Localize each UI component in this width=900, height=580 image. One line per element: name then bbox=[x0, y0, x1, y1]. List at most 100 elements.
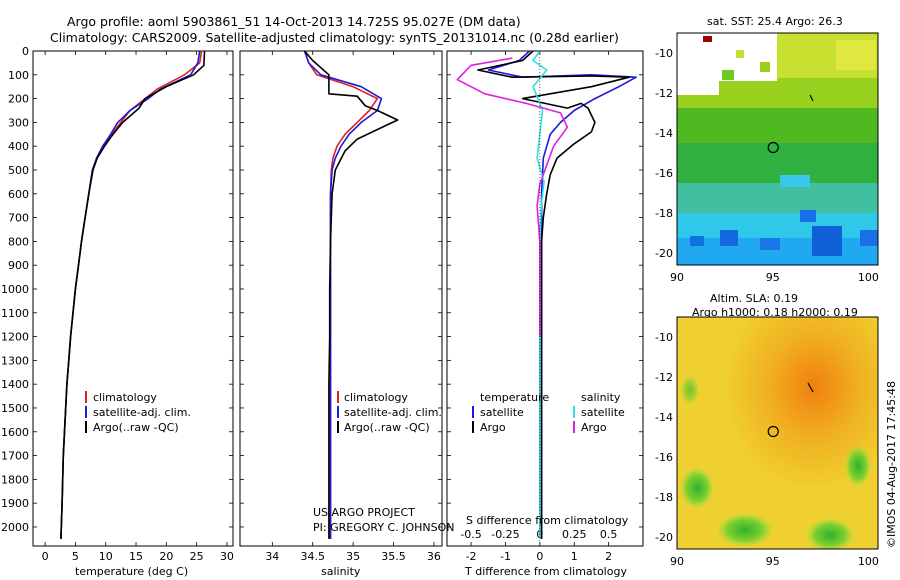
map-x-tick-label: 95 bbox=[766, 271, 780, 284]
y-tick-label: 700 bbox=[8, 212, 29, 225]
x-tick-label: -2 bbox=[466, 550, 477, 563]
imos-credit: ©IMOS 04-Aug-2017 17:45:48 bbox=[885, 381, 898, 548]
series-line-satellite-adj-clim- bbox=[60, 51, 201, 539]
map-y-tick-label: -18 bbox=[655, 491, 673, 504]
y-tick-label: 1500 bbox=[1, 402, 29, 415]
sla-green-blob-3 bbox=[804, 517, 856, 549]
sst-blob-5 bbox=[720, 230, 738, 246]
sst-missing-left bbox=[677, 33, 719, 95]
map-x-tick-label: 90 bbox=[670, 555, 684, 568]
sst-map-frame bbox=[676, 32, 879, 266]
sst-blob-6 bbox=[812, 226, 842, 256]
difference-panel-frame bbox=[446, 50, 644, 547]
s-diff-tick-label: 0.25 bbox=[562, 528, 587, 541]
series-line-satellite-adj-clim- bbox=[303, 51, 383, 539]
y-tick-label: 2000 bbox=[1, 521, 29, 534]
sst-blob-10 bbox=[780, 175, 810, 187]
legend-salinity-heading: salinity bbox=[581, 391, 621, 404]
sst-argo-marker bbox=[767, 141, 779, 154]
s-diff-tick-label: 0.5 bbox=[600, 528, 618, 541]
y-tick-label: 1800 bbox=[1, 473, 29, 486]
x-tick-label: 1 bbox=[571, 550, 578, 563]
sst-blob-8 bbox=[860, 230, 878, 246]
chart-title-line2: Climatology: CARS2009. Satellite-adjuste… bbox=[50, 30, 619, 45]
sla-map-title-line2: Argo h1000: 0.18 h2000: 0.19 bbox=[692, 306, 858, 319]
x-tick-label: 0 bbox=[536, 550, 543, 563]
legend-s-argo-label: Argo bbox=[581, 421, 607, 434]
y-tick-label: 1700 bbox=[1, 450, 29, 463]
temperature-legend: climatology satellite-adj. clim. Argo(..… bbox=[85, 391, 191, 434]
map-y-tick-label: -14 bbox=[655, 411, 673, 424]
map-y-tick-label: -12 bbox=[655, 371, 673, 384]
y-tick-label: 1400 bbox=[1, 378, 29, 391]
sla-green-blob-1 bbox=[679, 466, 715, 510]
s-diff-tick-label: -0.25 bbox=[491, 528, 519, 541]
map-x-tick-label: 95 bbox=[766, 555, 780, 568]
series-line-salinity-argo bbox=[456, 57, 569, 337]
map-y-tick-label: -10 bbox=[655, 331, 673, 344]
salinity-legend: climatology satellite-adj. clim. Argo(..… bbox=[337, 391, 442, 434]
x-tick-label: 34.5 bbox=[300, 550, 325, 563]
sst-blob-11 bbox=[836, 40, 876, 70]
map-y-tick-label: -14 bbox=[655, 127, 673, 140]
y-tick-label: 1900 bbox=[1, 497, 29, 510]
sla-green-blob-4 bbox=[844, 444, 872, 488]
series-line-argo-raw-qc- bbox=[303, 51, 399, 539]
x-tick-label: 15 bbox=[129, 550, 143, 563]
map-y-tick-label: -20 bbox=[655, 247, 673, 260]
t-diff-axis-title: T difference from climatology bbox=[464, 565, 627, 578]
x-tick-label: 35 bbox=[346, 550, 360, 563]
salinity-panel-frame bbox=[239, 50, 443, 547]
s-diff-axis-title: S difference from climatology bbox=[466, 514, 629, 527]
x-tick-label: 34 bbox=[265, 550, 279, 563]
map-y-tick-label: -16 bbox=[655, 451, 673, 464]
sla-map-frame bbox=[676, 316, 879, 550]
map-x-tick-label: 100 bbox=[858, 555, 879, 568]
sla-argo-marker bbox=[767, 425, 779, 438]
salinity-axis-title: salinity bbox=[321, 565, 361, 578]
y-tick-label: 900 bbox=[8, 259, 29, 272]
sla-green-blob-2 bbox=[715, 512, 775, 548]
series-line-temperature-satellite bbox=[487, 51, 637, 539]
series-line-climatology bbox=[303, 51, 379, 539]
x-tick-label: 35.5 bbox=[381, 550, 406, 563]
temperature-axis-title: temperature (deg C) bbox=[75, 565, 188, 578]
map-y-tick-label: -16 bbox=[655, 167, 673, 180]
y-tick-label: 1300 bbox=[1, 354, 29, 367]
series-line-temperature-argo bbox=[477, 51, 631, 539]
sst-map-title: sat. SST: 25.4 Argo: 26.3 bbox=[707, 15, 843, 28]
legend-satellite-label: satellite-adj. clim. bbox=[93, 406, 191, 419]
map-y-tick-label: -18 bbox=[655, 207, 673, 220]
y-tick-label: 1000 bbox=[1, 283, 29, 296]
project-credit: US ARGO PROJECT bbox=[313, 506, 415, 519]
y-tick-label: 300 bbox=[8, 116, 29, 129]
sst-map-field bbox=[677, 33, 878, 265]
x-tick-label: 25 bbox=[190, 550, 204, 563]
x-tick-label: 10 bbox=[99, 550, 113, 563]
map-x-tick-label: 90 bbox=[670, 271, 684, 284]
legend-argo-label: Argo(..raw -QC) bbox=[344, 421, 430, 434]
map-y-tick-label: -10 bbox=[655, 47, 673, 60]
sst-blob-1 bbox=[722, 70, 734, 80]
sla-green-blob-5 bbox=[680, 374, 700, 406]
legend-climatology-label: climatology bbox=[344, 391, 408, 404]
sst-blob-4 bbox=[690, 236, 704, 246]
series-line-argo-raw-qc- bbox=[60, 51, 206, 539]
legend-t-satellite-label: satellite bbox=[480, 406, 524, 419]
y-tick-label: 200 bbox=[8, 93, 29, 106]
y-tick-label: 500 bbox=[8, 164, 29, 177]
chart-title-line1: Argo profile: aoml 5903861_51 14-Oct-201… bbox=[67, 14, 521, 29]
legend-s-satellite-label: satellite bbox=[581, 406, 625, 419]
difference-legend: temperature satellite Argo salinity sate… bbox=[472, 391, 625, 434]
sst-blob-3 bbox=[760, 62, 770, 72]
legend-satellite-label: satellite-adj. clim. bbox=[344, 406, 442, 419]
x-tick-label: 5 bbox=[72, 550, 79, 563]
sst-blob-9 bbox=[760, 238, 780, 250]
sst-land-pixel bbox=[703, 36, 712, 42]
sla-argo-track bbox=[807, 382, 814, 393]
x-tick-label: 2 bbox=[605, 550, 612, 563]
legend-argo-label: Argo(..raw -QC) bbox=[93, 421, 179, 434]
s-diff-tick-label: -0.5 bbox=[460, 528, 481, 541]
sst-blob-7 bbox=[800, 210, 816, 222]
